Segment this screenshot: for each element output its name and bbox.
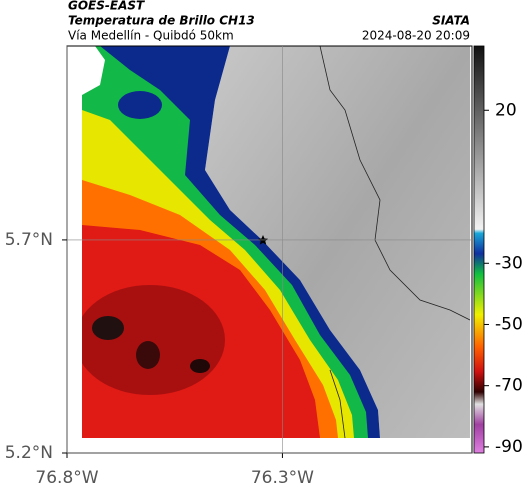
source: GOES-EAST [68,0,145,13]
imagery [82,46,470,438]
title: Temperatura de Brillo CH13 [68,14,255,28]
x-tick-label: 76.8°W [35,468,98,488]
colorbar-label: -50 [495,314,523,334]
colorbar-label: -30 [495,253,523,273]
timestamp: 2024-08-20 20:09 [362,29,470,43]
y-tick-label: 5.2°N [5,443,53,463]
colorbar-label: -90 [495,437,523,457]
credit: SIATA [432,14,470,28]
colorbar-label: -70 [495,376,523,396]
colorbar-label: 20 [495,100,517,120]
y-tick-label: 5.7°N [5,230,53,250]
colorbar [473,45,485,454]
subtitle: Vía Medellín - Quibdó 50km [68,29,234,43]
x-tick-label: 76.3°W [251,468,314,488]
